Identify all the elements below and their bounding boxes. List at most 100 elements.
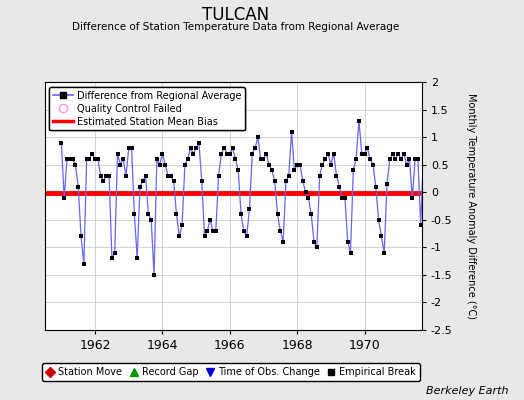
- Point: [369, 162, 377, 168]
- Point: [175, 233, 183, 240]
- Point: [74, 184, 82, 190]
- Point: [237, 211, 245, 218]
- Point: [402, 162, 411, 168]
- Point: [341, 194, 349, 201]
- Point: [206, 216, 214, 223]
- Point: [397, 156, 405, 162]
- Point: [116, 162, 125, 168]
- Point: [276, 228, 285, 234]
- Point: [141, 172, 150, 179]
- Point: [243, 233, 251, 240]
- Point: [422, 156, 431, 162]
- Legend: Difference from Regional Average, Quality Control Failed, Estimated Station Mean: Difference from Regional Average, Qualit…: [49, 87, 245, 130]
- Point: [150, 272, 158, 278]
- Point: [366, 156, 374, 162]
- Point: [357, 150, 366, 157]
- Point: [187, 145, 195, 151]
- Point: [344, 239, 352, 245]
- Point: [138, 178, 147, 184]
- Point: [304, 194, 313, 201]
- Point: [326, 162, 335, 168]
- Point: [161, 162, 169, 168]
- Point: [80, 261, 88, 267]
- Point: [169, 178, 178, 184]
- Point: [60, 194, 68, 201]
- Point: [189, 150, 198, 157]
- Point: [102, 172, 111, 179]
- Point: [192, 145, 200, 151]
- Point: [234, 167, 243, 173]
- Point: [167, 172, 175, 179]
- Point: [279, 239, 287, 245]
- Point: [301, 189, 310, 196]
- Point: [66, 156, 74, 162]
- Point: [349, 167, 357, 173]
- Point: [431, 150, 439, 157]
- Point: [63, 156, 71, 162]
- Point: [388, 150, 397, 157]
- Point: [198, 178, 206, 184]
- Point: [212, 228, 220, 234]
- Point: [321, 156, 330, 162]
- Point: [444, 216, 453, 223]
- Point: [352, 156, 361, 162]
- Point: [372, 184, 380, 190]
- Point: [71, 162, 80, 168]
- Point: [57, 140, 66, 146]
- Point: [203, 228, 212, 234]
- Point: [94, 156, 102, 162]
- Point: [113, 150, 122, 157]
- Point: [299, 178, 307, 184]
- Text: TULCAN: TULCAN: [202, 6, 269, 24]
- Point: [183, 156, 192, 162]
- Point: [383, 181, 391, 187]
- Point: [380, 250, 388, 256]
- Text: Berkeley Earth: Berkeley Earth: [426, 386, 508, 396]
- Point: [156, 162, 164, 168]
- Point: [394, 150, 402, 157]
- Point: [413, 156, 422, 162]
- Point: [324, 150, 332, 157]
- Point: [178, 222, 186, 228]
- Point: [220, 145, 228, 151]
- Point: [428, 150, 436, 157]
- Point: [268, 167, 276, 173]
- Point: [405, 156, 413, 162]
- Point: [400, 150, 408, 157]
- Point: [231, 156, 239, 162]
- Point: [125, 145, 133, 151]
- Point: [181, 162, 189, 168]
- Point: [287, 128, 296, 135]
- Point: [332, 172, 341, 179]
- Point: [136, 184, 144, 190]
- Point: [265, 162, 274, 168]
- Point: [82, 156, 91, 162]
- Point: [223, 150, 231, 157]
- Point: [108, 255, 116, 262]
- Point: [69, 156, 77, 162]
- Point: [127, 145, 136, 151]
- Point: [315, 172, 324, 179]
- Point: [248, 150, 256, 157]
- Point: [111, 250, 119, 256]
- Point: [217, 150, 225, 157]
- Point: [239, 228, 248, 234]
- Point: [256, 156, 265, 162]
- Legend: Station Move, Record Gap, Time of Obs. Change, Empirical Break: Station Move, Record Gap, Time of Obs. C…: [41, 363, 420, 381]
- Point: [262, 150, 270, 157]
- Point: [130, 211, 138, 218]
- Point: [361, 150, 369, 157]
- Point: [274, 211, 282, 218]
- Point: [408, 194, 417, 201]
- Point: [447, 228, 456, 234]
- Point: [200, 233, 209, 240]
- Point: [346, 250, 355, 256]
- Point: [195, 140, 203, 146]
- Y-axis label: Monthly Temperature Anomaly Difference (°C): Monthly Temperature Anomaly Difference (…: [466, 93, 476, 319]
- Point: [318, 162, 326, 168]
- Point: [417, 222, 425, 228]
- Point: [99, 178, 107, 184]
- Point: [77, 233, 85, 240]
- Point: [411, 156, 419, 162]
- Point: [270, 178, 279, 184]
